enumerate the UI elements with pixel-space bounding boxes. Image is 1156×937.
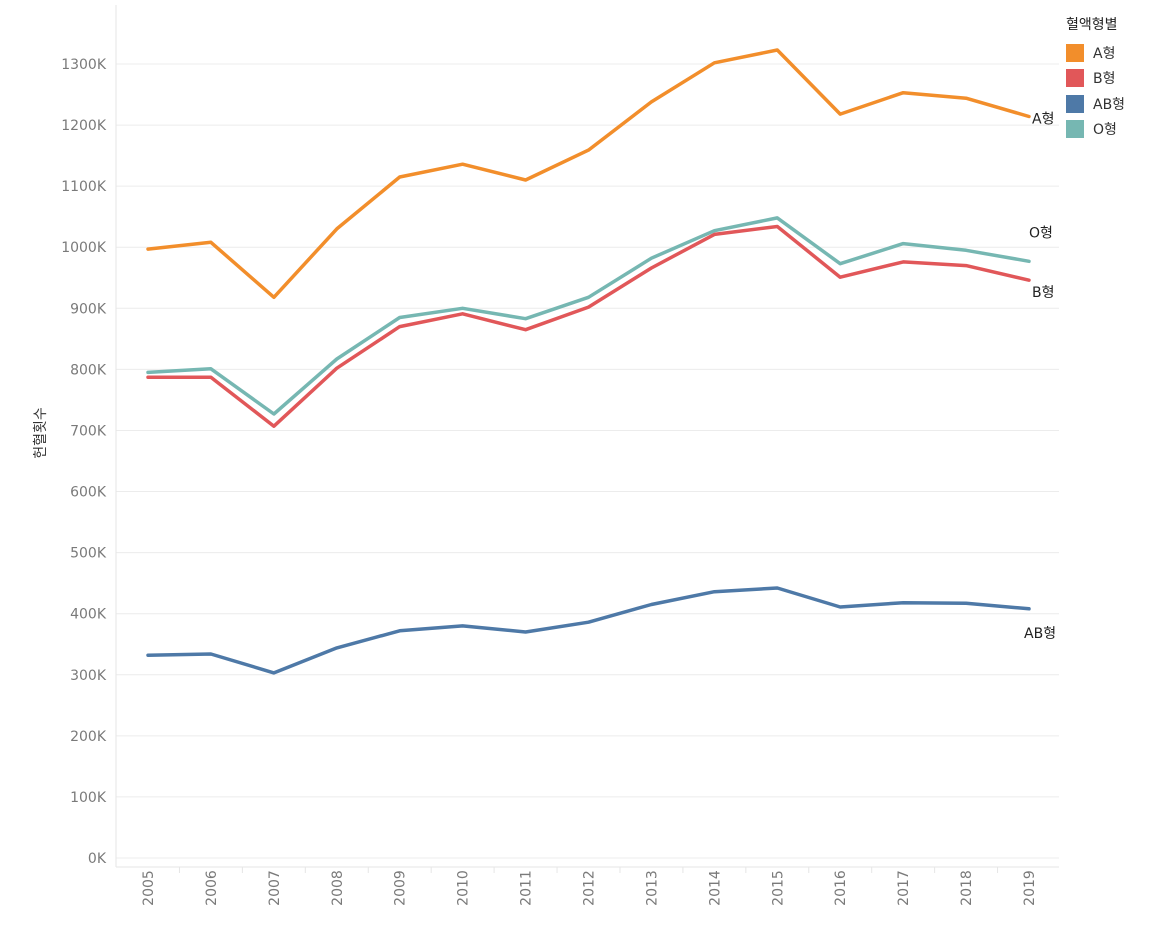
legend-item[interactable]: AB형 (1066, 91, 1125, 117)
y-tick-label: 800K (70, 362, 107, 378)
legend: 혈액형별 A형 B형 AB형 O형 (1066, 16, 1125, 142)
legend-label: B형 (1093, 71, 1116, 88)
x-tick-label: 2007 (267, 870, 283, 906)
y-tick-label: 700K (70, 423, 107, 439)
legend-items: A형 B형 AB형 O형 (1066, 40, 1125, 142)
legend-item[interactable]: B형 (1066, 66, 1125, 92)
x-axis: 2005 2006 2007 2008 2009 2010 2011 2012 2013 2014… (116, 866, 1059, 906)
y-axis: 0K 100K 200K 300K 400K 500K 600K 700K 800K 900K 10… (61, 5, 117, 867)
x-tick-label: 2013 (644, 870, 660, 906)
y-tick-label: 1000K (61, 240, 107, 256)
y-tick-label: 400K (70, 607, 107, 623)
series-line-4 (146, 216, 1031, 416)
gridlines (116, 63, 1059, 859)
x-tick-label: 2010 (456, 870, 472, 906)
series-line-1 (146, 48, 1031, 300)
x-tick-label: 2019 (1022, 870, 1038, 906)
end-label: A형 (1032, 112, 1054, 128)
y-tick-label: 300K (70, 668, 107, 684)
x-tick-label: 2005 (141, 870, 157, 906)
x-tick-label: 2017 (896, 870, 912, 906)
y-tick-label: 100K (70, 790, 107, 806)
y-tick-label: 500K (70, 546, 107, 562)
y-tick-label: 200K (70, 729, 107, 745)
end-label: AB형 (1024, 626, 1056, 642)
x-tick-label: 2008 (330, 870, 346, 906)
end-label: B형 (1032, 285, 1055, 301)
legend-item[interactable]: A형 (1066, 40, 1125, 66)
legend-label: AB형 (1093, 96, 1126, 113)
y-tick-label: 600K (70, 485, 107, 501)
series-line-2 (146, 224, 1031, 428)
end-label: O형 (1029, 225, 1053, 241)
legend-item[interactable]: O형 (1066, 117, 1125, 143)
x-tick-label: 2014 (707, 870, 723, 906)
x-tick-label: 2012 (582, 870, 598, 906)
x-tick-label: 2006 (204, 870, 220, 906)
x-tick-label: 2016 (833, 870, 849, 906)
y-axis-title: 헌혈횟수 (33, 407, 49, 459)
x-tick-label: 2015 (770, 870, 786, 906)
series-lines (146, 48, 1031, 675)
y-tick-label: 0K (88, 851, 107, 867)
y-tick-label: 1200K (61, 118, 107, 134)
legend-swatch (1066, 94, 1084, 113)
y-tick-label: 1300K (61, 57, 107, 73)
legend-label: A형 (1093, 45, 1116, 62)
legend-swatch (1066, 69, 1084, 88)
series-line-3 (146, 586, 1031, 675)
x-tick-label: 2011 (519, 870, 535, 906)
y-tick-label: 900K (70, 301, 107, 317)
x-tick-label: 2018 (959, 870, 975, 906)
legend-label: O형 (1093, 122, 1117, 139)
x-tick-label: 2009 (393, 870, 409, 906)
end-labels: A형 B형 AB형 O형 (1024, 112, 1056, 642)
legend-swatch (1066, 120, 1084, 139)
legend-swatch (1066, 43, 1084, 62)
legend-title: 혈액형별 (1066, 17, 1118, 33)
y-tick-label: 1100K (61, 179, 107, 195)
